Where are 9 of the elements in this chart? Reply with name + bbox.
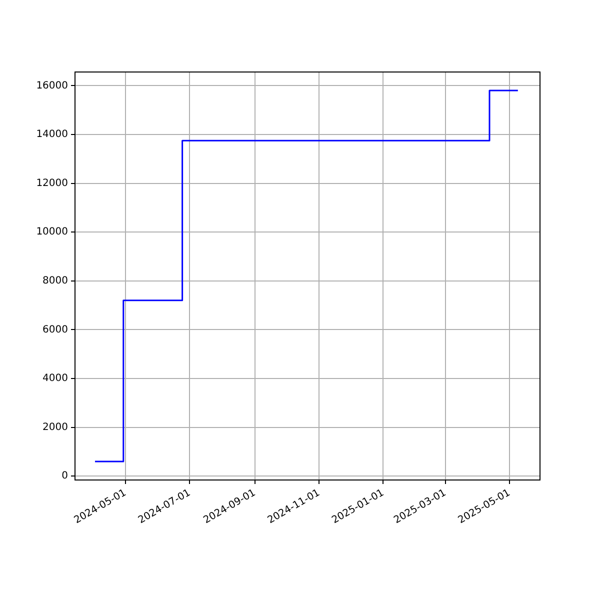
- y-tick-label: 12000: [36, 178, 68, 189]
- y-tick-label: 16000: [36, 80, 68, 92]
- y-tick-label: 10000: [36, 226, 68, 238]
- y-tick-label: 2000: [42, 422, 68, 433]
- y-tick-label: 8000: [42, 275, 68, 286]
- y-tick-label: 14000: [36, 129, 68, 140]
- y-tick-label: 4000: [42, 373, 68, 384]
- y-tick-label: 6000: [42, 324, 68, 336]
- y-tick-label: 0: [62, 470, 68, 482]
